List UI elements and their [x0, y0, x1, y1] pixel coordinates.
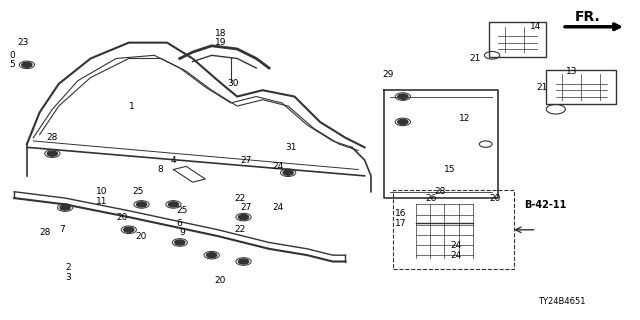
Text: 3: 3: [65, 273, 71, 282]
Text: 8: 8: [157, 165, 163, 174]
Text: 18: 18: [215, 28, 227, 38]
Text: TY24B4651: TY24B4651: [538, 297, 586, 306]
Text: FR.: FR.: [575, 10, 600, 24]
FancyBboxPatch shape: [546, 69, 616, 105]
Text: 1: 1: [129, 101, 134, 111]
Circle shape: [175, 240, 185, 245]
Text: 24: 24: [451, 241, 462, 250]
Text: 26: 26: [425, 194, 436, 203]
Text: 31: 31: [285, 143, 296, 152]
Text: 20: 20: [489, 194, 500, 203]
Text: 22: 22: [234, 225, 245, 234]
FancyBboxPatch shape: [489, 22, 546, 57]
Circle shape: [124, 227, 134, 232]
Circle shape: [397, 119, 408, 124]
Text: 10: 10: [96, 187, 107, 196]
Text: 19: 19: [215, 38, 227, 47]
Text: 29: 29: [383, 70, 394, 79]
Text: 21: 21: [537, 83, 548, 92]
Circle shape: [60, 205, 70, 210]
Text: 25: 25: [177, 206, 188, 215]
Text: 6: 6: [177, 219, 182, 228]
Text: 25: 25: [132, 187, 143, 196]
FancyBboxPatch shape: [394, 190, 515, 269]
Text: 13: 13: [566, 67, 577, 76]
Text: 5: 5: [9, 60, 15, 69]
Text: 14: 14: [531, 22, 541, 31]
Circle shape: [168, 202, 179, 207]
Text: 15: 15: [444, 165, 456, 174]
Text: 0: 0: [9, 51, 15, 60]
Text: 20: 20: [116, 212, 127, 222]
Text: 11: 11: [96, 197, 107, 206]
Circle shape: [136, 202, 147, 207]
Text: B-42-11: B-42-11: [524, 200, 566, 210]
Text: 28: 28: [40, 228, 51, 237]
Text: 17: 17: [395, 219, 406, 228]
Circle shape: [283, 170, 293, 175]
Text: 28: 28: [435, 187, 446, 196]
Circle shape: [239, 259, 248, 264]
Text: 28: 28: [46, 133, 58, 142]
Text: 4: 4: [170, 156, 176, 164]
Text: 22: 22: [234, 194, 245, 203]
Circle shape: [239, 215, 248, 220]
Text: 27: 27: [241, 203, 252, 212]
Text: 20: 20: [215, 276, 226, 285]
Text: 12: 12: [459, 114, 470, 123]
Circle shape: [47, 151, 58, 156]
Circle shape: [397, 94, 408, 99]
Text: 24: 24: [272, 162, 284, 171]
Text: 24: 24: [451, 251, 462, 260]
Text: 20: 20: [135, 232, 147, 241]
Text: 21: 21: [470, 54, 481, 63]
Circle shape: [22, 62, 32, 68]
Text: 23: 23: [17, 38, 29, 47]
Text: 9: 9: [180, 228, 186, 237]
Text: 16: 16: [395, 209, 406, 219]
Text: 30: 30: [228, 79, 239, 88]
Text: 7: 7: [59, 225, 65, 234]
Circle shape: [207, 252, 217, 258]
Text: 24: 24: [272, 203, 284, 212]
Text: 2: 2: [65, 263, 71, 272]
Text: 27: 27: [241, 156, 252, 164]
